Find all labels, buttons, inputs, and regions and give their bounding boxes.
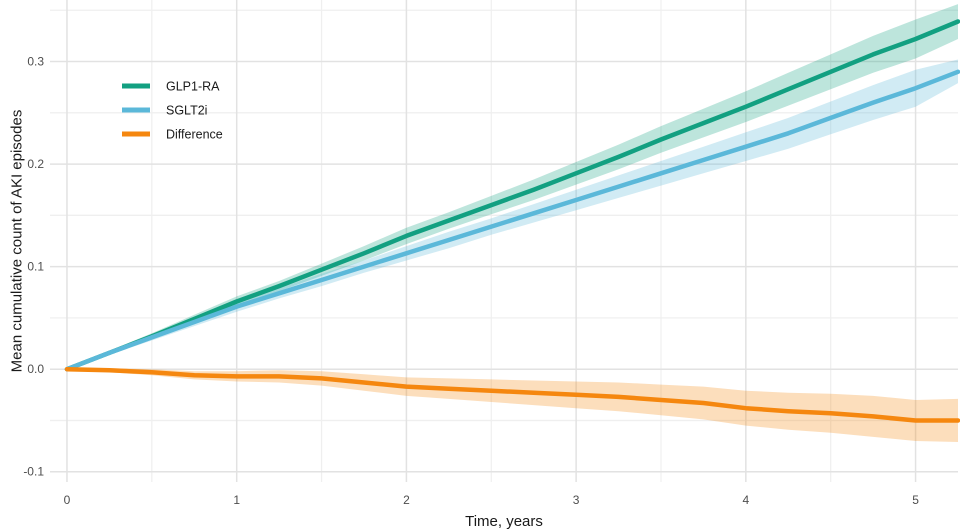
minor-gridlines [50, 0, 958, 482]
difference-confidence-band [67, 368, 958, 442]
x-axis-title: Time, years [465, 513, 543, 530]
x-tick-label: 5 [912, 493, 919, 507]
series-lines [64, 19, 960, 423]
x-tick-label: 4 [743, 493, 750, 507]
sglt2i-legend-label: SGLT2i [166, 104, 207, 118]
legend: GLP1-RA SGLT2i Difference [122, 80, 223, 142]
difference-line [64, 366, 960, 423]
glp1-ra-legend-label: GLP1-RA [166, 80, 220, 94]
y-axis-title: Mean cumulative count of AKI episodes [8, 110, 25, 373]
x-tick-label: 3 [573, 493, 580, 507]
glp1-ra-confidence-band [67, 4, 958, 370]
x-tick-label: 2 [403, 493, 410, 507]
x-tick-label: 0 [64, 493, 71, 507]
difference-legend-label: Difference [166, 128, 223, 142]
y-axis-tick-labels: -0.1 0.0 0.1 0.2 0.3 [23, 55, 44, 479]
y-tick-label: 0.3 [27, 55, 44, 69]
sglt2i-line [64, 69, 960, 372]
y-tick-label: -0.1 [23, 465, 44, 479]
glp1-ra-line [64, 19, 960, 372]
y-tick-label: 0.2 [27, 157, 44, 171]
y-tick-label: 0.1 [27, 260, 44, 274]
x-tick-label: 1 [233, 493, 240, 507]
x-axis-tick-labels: 0 1 2 3 4 5 [64, 493, 920, 507]
major-gridlines [50, 0, 958, 482]
y-tick-label: 0.0 [27, 362, 44, 376]
